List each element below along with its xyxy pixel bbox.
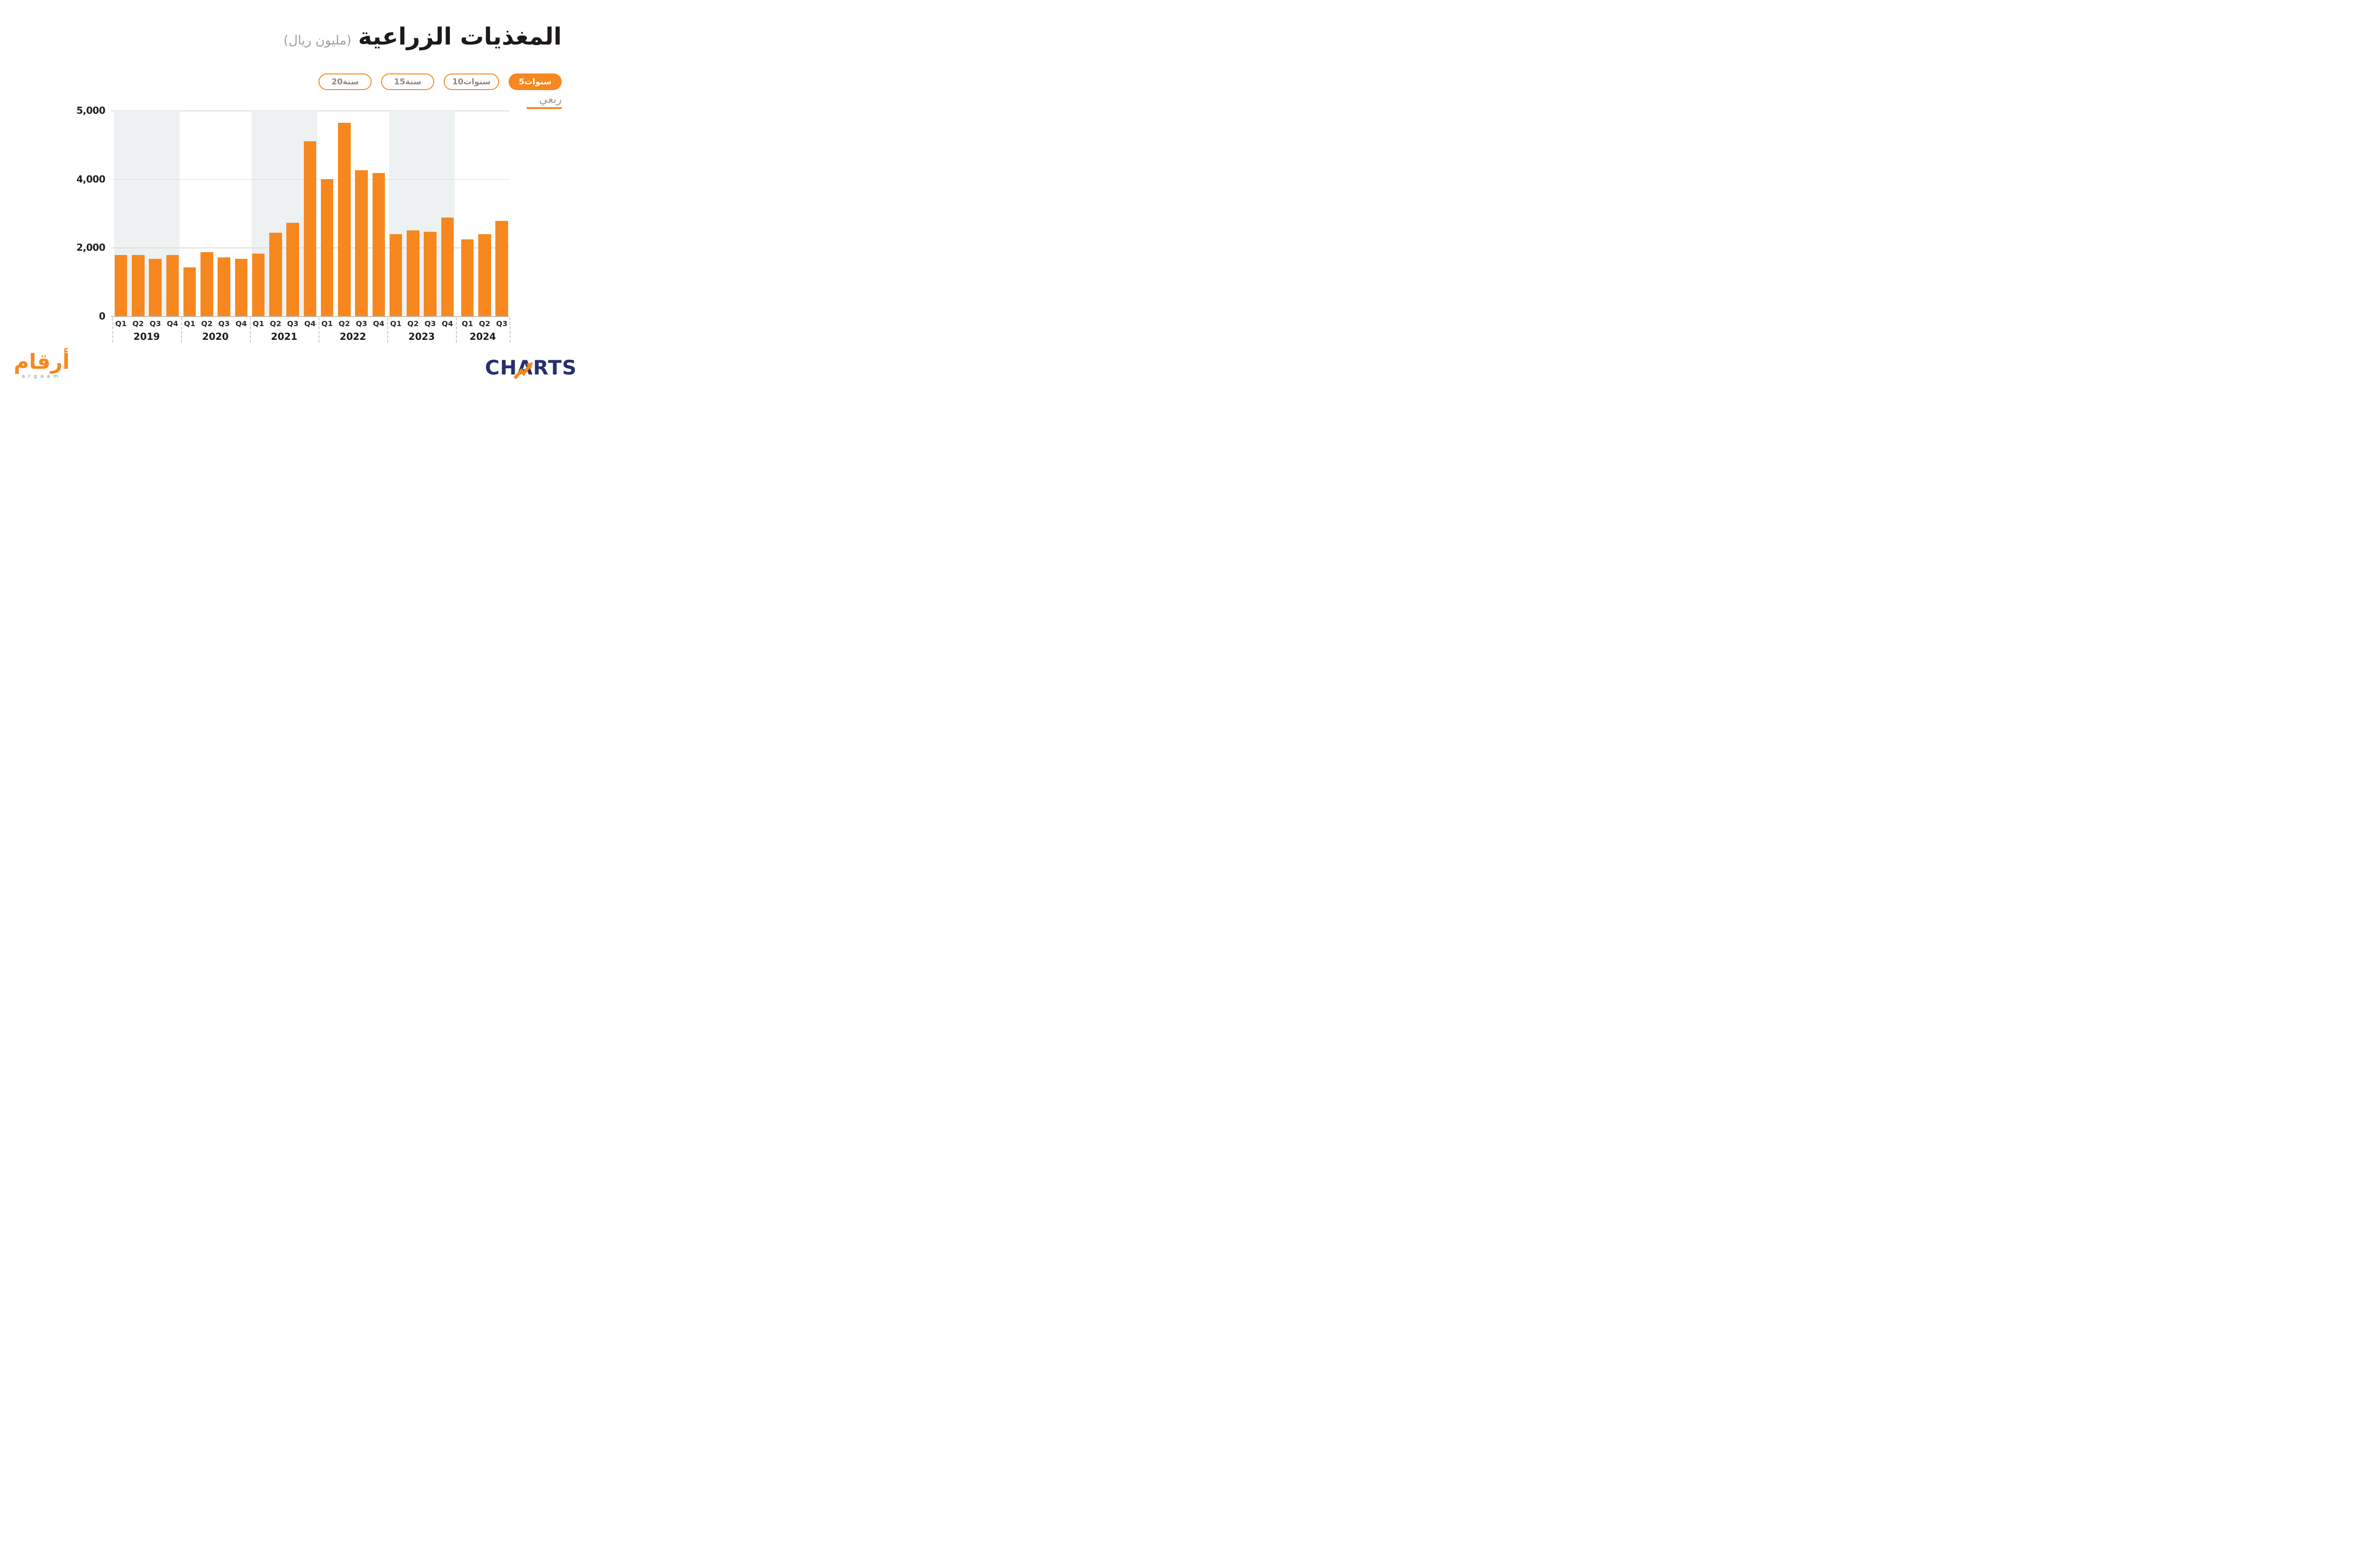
bar-2023-Q2 [407, 230, 419, 316]
quarter-label-2023-Q4: Q4 [441, 319, 453, 328]
y-tick-0: 0 [99, 310, 106, 322]
quarter-label-2024-Q1: Q1 [462, 319, 474, 328]
bar-2024-Q2 [478, 234, 491, 316]
bar-2022-Q1 [320, 179, 334, 316]
bar-chart: 0 2,000 4,000 5,000 Q1 Q2 Q3 Q4 2019 Q1 Q2 Q3 Q4 2020… [0, 0, 592, 392]
quarter-label-2019-Q4: Q4 [166, 319, 178, 328]
bar-2024-Q3 [495, 220, 508, 316]
quarter-label-2019-Q2: Q2 [132, 319, 144, 328]
gridline-0 [111, 316, 510, 317]
bar-2019-Q1 [114, 255, 128, 316]
argaam-logo-arabic: أرقام [14, 350, 70, 374]
quarter-label-2022-Q1: Q1 [321, 319, 333, 328]
bar-2022-Q2 [338, 123, 351, 316]
periodicity-label: ربعي [539, 93, 562, 106]
bar-2019-Q3 [149, 259, 162, 316]
year-label-2021: 2021 [271, 331, 298, 342]
quarter-label-2021-Q1: Q1 [253, 319, 264, 328]
periodicity-active-underline [527, 107, 562, 109]
year-label-2019: 2019 [133, 331, 160, 342]
filter-15y-button[interactable]: 15سنة [381, 73, 435, 90]
bar-2019-Q2 [132, 255, 145, 316]
year-separator-4 [387, 318, 388, 343]
year-separator-2 [250, 318, 251, 343]
bar-2022-Q4 [372, 173, 385, 316]
gridline-5000 [111, 110, 510, 111]
bar-2023-Q3 [424, 232, 437, 316]
bar-2023-Q1 [389, 234, 402, 316]
y-tick-2000: 2,000 [76, 242, 105, 254]
filter-20y-button[interactable]: 20سنة [319, 73, 372, 90]
bar-2021-Q3 [286, 223, 299, 316]
charts-logo-a: A [513, 358, 533, 380]
filter-10y-button[interactable]: 10سنوات [444, 73, 499, 90]
bar-2024-Q1 [461, 239, 474, 316]
year-separator-0 [112, 318, 113, 343]
charts-logo-arrow-icon [513, 362, 533, 380]
bar-2022-Q3 [355, 170, 368, 316]
year-separator-1 [181, 318, 182, 343]
periodicity-tab[interactable]: ربعي [527, 93, 562, 109]
quarter-label-2022-Q4: Q4 [373, 319, 384, 328]
year-separator-5 [456, 318, 457, 343]
argaam-logo: أرقام argaam [13, 352, 70, 379]
bar-2020-Q1 [183, 267, 196, 316]
quarter-label-2024-Q3: Q3 [496, 319, 508, 328]
bar-2021-Q2 [269, 232, 282, 316]
bar-2020-Q3 [218, 257, 230, 316]
filter-5y-button[interactable]: 5سنوات [509, 73, 562, 90]
infographic-page: المغذيات الزراعية (مليون ريال) 20سنة 15س… [0, 0, 592, 392]
charts-logo-text-right: RTS [533, 356, 577, 379]
bar-2019-Q4 [166, 255, 179, 316]
argaam-logo-latin: argaam [21, 373, 62, 379]
quarter-label-2021-Q2: Q2 [270, 319, 282, 328]
quarter-label-2020-Q1: Q1 [184, 319, 196, 328]
bar-2020-Q2 [201, 252, 213, 316]
year-label-2023: 2023 [408, 331, 435, 342]
bar-2020-Q4 [235, 259, 248, 316]
quarter-label-2023-Q1: Q1 [390, 319, 402, 328]
year-label-2020: 2020 [202, 331, 229, 342]
year-label-2024: 2024 [469, 331, 496, 342]
bar-2021-Q4 [303, 141, 317, 316]
chart-header: المغذيات الزراعية (مليون ريال) [283, 23, 562, 50]
period-filters: 20سنة 15سنة 10سنوات 5سنوات [319, 73, 562, 90]
y-tick-4000: 4,000 [76, 173, 105, 185]
quarter-label-2020-Q2: Q2 [201, 319, 213, 328]
quarter-label-2020-Q4: Q4 [235, 319, 247, 328]
year-label-2022: 2022 [339, 331, 366, 342]
charts-logo: CH A RTS [485, 356, 577, 380]
quarter-label-2019-Q1: Q1 [115, 319, 127, 328]
quarter-label-2023-Q3: Q3 [424, 319, 436, 328]
quarter-label-2022-Q2: Q2 [338, 319, 350, 328]
charts-logo-text-left: CH [485, 356, 518, 379]
unit-label: (مليون ريال) [283, 33, 352, 48]
y-tick-5000: 5,000 [76, 105, 105, 116]
quarter-label-2019-Q3: Q3 [149, 319, 161, 328]
quarter-label-2021-Q3: Q3 [287, 319, 299, 328]
bar-2023-Q4 [441, 217, 454, 316]
quarter-label-2023-Q2: Q2 [407, 319, 419, 328]
quarter-label-2021-Q4: Q4 [304, 319, 316, 328]
quarter-label-2024-Q2: Q2 [479, 319, 491, 328]
quarter-label-2022-Q3: Q3 [356, 319, 367, 328]
quarter-label-2020-Q3: Q3 [218, 319, 230, 328]
page-title: المغذيات الزراعية [358, 23, 562, 50]
bar-2021-Q1 [252, 254, 265, 316]
